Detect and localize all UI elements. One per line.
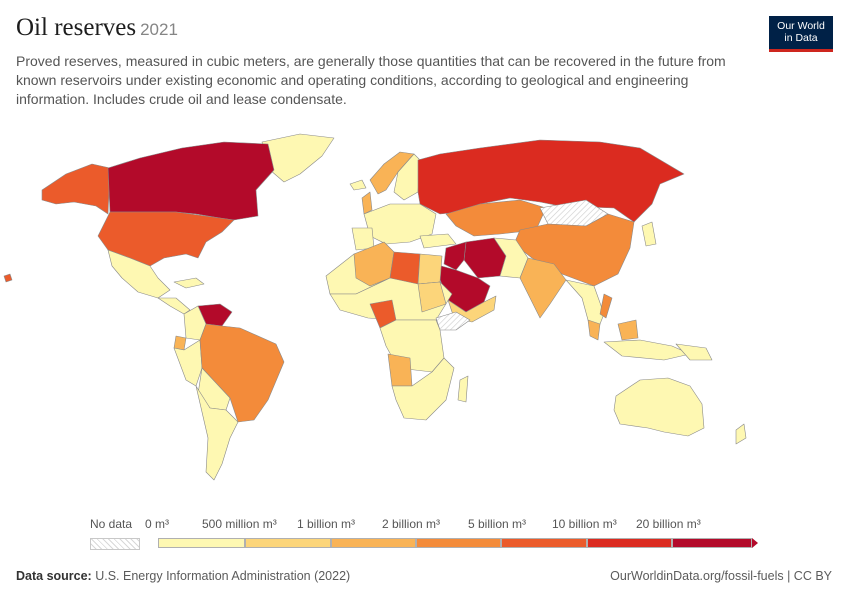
brazil-region[interactable]	[199, 323, 285, 423]
madagascar-region[interactable]	[457, 375, 469, 403]
legend-bin-6[interactable]	[587, 538, 672, 548]
chart-title: Oil reserves 2021	[16, 14, 178, 42]
legend-bin-4[interactable]	[416, 538, 501, 548]
papua-region[interactable]	[675, 343, 713, 361]
legend-tick-5: 10 billion m³	[552, 517, 617, 531]
legend-arrow-icon	[752, 538, 758, 548]
australia-region[interactable]	[613, 377, 705, 437]
china-region[interactable]	[513, 213, 635, 287]
indonesia-region[interactable]	[603, 339, 691, 361]
legend-bin-1[interactable]	[158, 538, 245, 548]
legend-bin-2[interactable]	[245, 538, 331, 548]
southern-africa-region[interactable]	[391, 357, 455, 421]
mexico-region[interactable]	[107, 249, 171, 299]
angola-region[interactable]	[387, 353, 413, 387]
iraq-region[interactable]	[443, 241, 467, 271]
title-year: 2021	[140, 20, 178, 39]
chart-subtitle: Proved reserves, measured in cubic meter…	[16, 53, 726, 107]
western-europe-region[interactable]	[363, 203, 437, 245]
greenland-region[interactable]	[261, 133, 335, 183]
borneo-region[interactable]	[617, 319, 639, 341]
korea-japan-region[interactable]	[641, 221, 657, 247]
title-text: Oil reserves	[16, 14, 137, 41]
hawaii-region[interactable]	[3, 273, 13, 283]
owid-logo[interactable]: Our World in Data	[769, 16, 833, 52]
legend-bin-3[interactable]	[331, 538, 416, 548]
data-source-text: U.S. Energy Information Administration (…	[95, 569, 351, 583]
sudan-region[interactable]	[417, 281, 447, 313]
logo-line-2: in Data	[784, 32, 818, 44]
legend-tick-2: 1 billion m³	[297, 517, 356, 531]
argentina-chile-region[interactable]	[195, 385, 239, 481]
iberia-region[interactable]	[351, 227, 375, 251]
vietnam-region[interactable]	[599, 293, 613, 319]
legend-tick-4: 5 billion m³	[468, 517, 527, 531]
iceland-region[interactable]	[349, 179, 367, 191]
uk-region[interactable]	[361, 191, 373, 215]
egypt-region[interactable]	[417, 253, 443, 285]
turkey-region[interactable]	[419, 233, 457, 249]
new-zealand-region[interactable]	[735, 423, 747, 445]
india-region[interactable]	[519, 257, 567, 319]
malaysia-region[interactable]	[587, 319, 601, 341]
footer-link[interactable]: OurWorldinData.org/fossil-fuels | CC BY	[610, 569, 832, 583]
legend-tick-0: 0 m³	[145, 517, 169, 531]
ecuador-region[interactable]	[173, 335, 187, 351]
legend-bin-5[interactable]	[501, 538, 587, 548]
cuba-region[interactable]	[173, 277, 205, 289]
legend-tick-6: 20 billion m³	[636, 517, 701, 531]
data-source: Data source: U.S. Energy Information Adm…	[16, 569, 350, 583]
russia-region[interactable]	[417, 139, 685, 223]
legend-no-data-swatch[interactable]	[90, 538, 140, 550]
data-source-label: Data source:	[16, 569, 92, 583]
canada-region[interactable]	[107, 141, 275, 221]
logo-line-1: Our World	[777, 20, 825, 32]
map-legend: No data 0 m³ 500 million m³ 1 billion m³…	[90, 512, 770, 552]
legend-no-data-label: No data	[90, 517, 133, 531]
legend-tick-3: 2 billion m³	[382, 517, 441, 531]
alaska-region[interactable]	[41, 163, 111, 215]
world-map[interactable]	[0, 118, 850, 508]
legend-tick-1: 500 million m³	[202, 517, 277, 531]
legend-bin-7[interactable]	[672, 538, 752, 548]
central-america-region[interactable]	[157, 297, 191, 315]
